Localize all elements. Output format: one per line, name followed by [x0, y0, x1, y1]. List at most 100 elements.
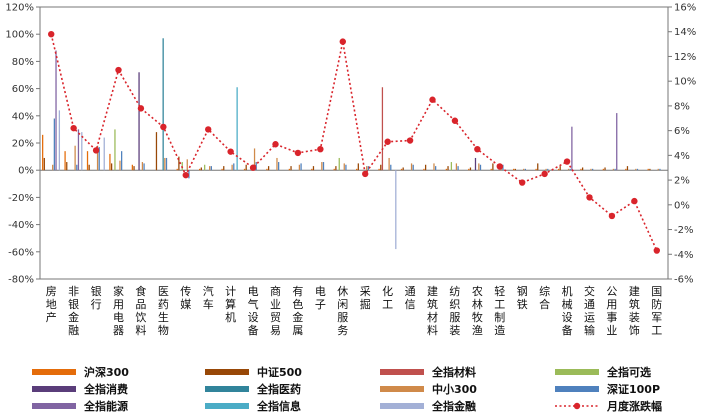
bar: [131, 164, 133, 171]
bar: [659, 168, 661, 171]
bar: [267, 166, 270, 171]
bar: [490, 168, 492, 171]
series-沪深300: [42, 134, 649, 171]
line-point: [92, 147, 100, 154]
category-label: 有色金属: [292, 284, 303, 337]
bar: [110, 163, 113, 171]
bar: [433, 163, 435, 171]
left-tick-label: 0%: [18, 166, 34, 177]
bar: [109, 153, 111, 171]
bar: [580, 168, 582, 171]
bar: [199, 168, 201, 171]
category-label: 家用电器: [113, 284, 124, 337]
bar: [76, 164, 78, 171]
legend-label: 全指金融: [431, 399, 476, 413]
category-label: 通信: [405, 285, 416, 311]
category-label: 建筑装饰: [629, 284, 640, 337]
bar: [55, 50, 57, 171]
left-tick-label: -20%: [8, 193, 34, 204]
bar: [581, 167, 584, 171]
line-point: [563, 158, 571, 165]
bar: [276, 157, 278, 171]
bar: [447, 166, 449, 171]
left-tick-label: 40%: [12, 111, 34, 122]
line-point: [70, 124, 77, 132]
bar: [412, 164, 414, 171]
right-tick-label: -6%: [674, 275, 693, 286]
category-label: 综合: [539, 284, 550, 311]
bar: [410, 163, 413, 171]
bar: [322, 162, 325, 171]
right-tick-label: 14%: [674, 27, 696, 38]
bar: [77, 129, 80, 171]
legend-swatch: [555, 369, 599, 375]
legend-item: 全指能源: [32, 399, 128, 413]
bars: [42, 38, 661, 250]
bar: [290, 166, 292, 171]
legend-label: 沪深300: [84, 365, 129, 379]
bar: [400, 168, 403, 171]
series-全指材料: [381, 87, 384, 171]
bar: [188, 170, 190, 179]
category-label: 采掘: [360, 285, 371, 311]
category-label: 食品饮料: [135, 284, 146, 337]
series-全指消费: [138, 72, 477, 171]
left-tick-label: -80%: [8, 275, 34, 286]
bar: [209, 166, 211, 171]
legend-label: 全指可选: [606, 365, 651, 379]
category-label: 汽车: [203, 284, 214, 311]
bar: [357, 163, 359, 171]
bar: [612, 168, 615, 171]
line-point: [406, 137, 414, 144]
bar: [300, 163, 302, 171]
legend-label: 全指信息: [256, 399, 301, 413]
left-tick-label: 100%: [5, 30, 34, 41]
bar: [162, 38, 164, 171]
bar: [649, 168, 651, 171]
legend-item: 全指材料: [380, 365, 476, 379]
category-label: 机械设备: [562, 284, 573, 337]
legend-item: 月度涨跌幅: [555, 399, 662, 413]
category-label: 公用事业: [606, 285, 617, 337]
legend-swatch: [380, 369, 424, 375]
left-tick-label: 120%: [5, 3, 34, 14]
legend-label: 全指材料: [431, 365, 476, 379]
legend-swatch: [380, 403, 424, 409]
line-point: [317, 145, 324, 153]
line-point: [474, 145, 481, 153]
bar: [52, 164, 54, 171]
bar: [42, 134, 44, 171]
category-label: 电气设备: [248, 285, 259, 337]
bar: [119, 160, 121, 171]
legend-marker: [573, 402, 581, 410]
bar: [445, 168, 447, 171]
line-path: [50, 34, 658, 251]
right-tick-label: 12%: [674, 52, 696, 63]
legend-item: 全指消费: [32, 382, 128, 396]
line-point: [384, 138, 391, 145]
bar: [186, 159, 188, 171]
legend-item: 全指信息: [205, 399, 301, 413]
left-tick-label: 60%: [12, 84, 34, 95]
bar: [567, 168, 570, 171]
line-point: [586, 194, 593, 201]
bar: [535, 168, 537, 171]
bar: [231, 164, 233, 171]
line-point: [362, 170, 369, 178]
legend-item: 中小300: [380, 382, 477, 396]
series-中证500: [43, 132, 651, 171]
bar: [114, 129, 116, 171]
line-point: [541, 170, 548, 178]
bar: [335, 166, 337, 171]
bar: [616, 113, 618, 171]
legend-item: 中证500: [205, 365, 302, 379]
bar: [96, 145, 99, 171]
right-tick-label: 4%: [674, 151, 690, 162]
bar: [138, 72, 140, 171]
left-tick-label: -60%: [8, 247, 34, 258]
bar: [523, 168, 525, 171]
left-tick-label: -40%: [8, 220, 34, 231]
bar: [457, 166, 459, 171]
legend-swatch: [205, 369, 249, 375]
